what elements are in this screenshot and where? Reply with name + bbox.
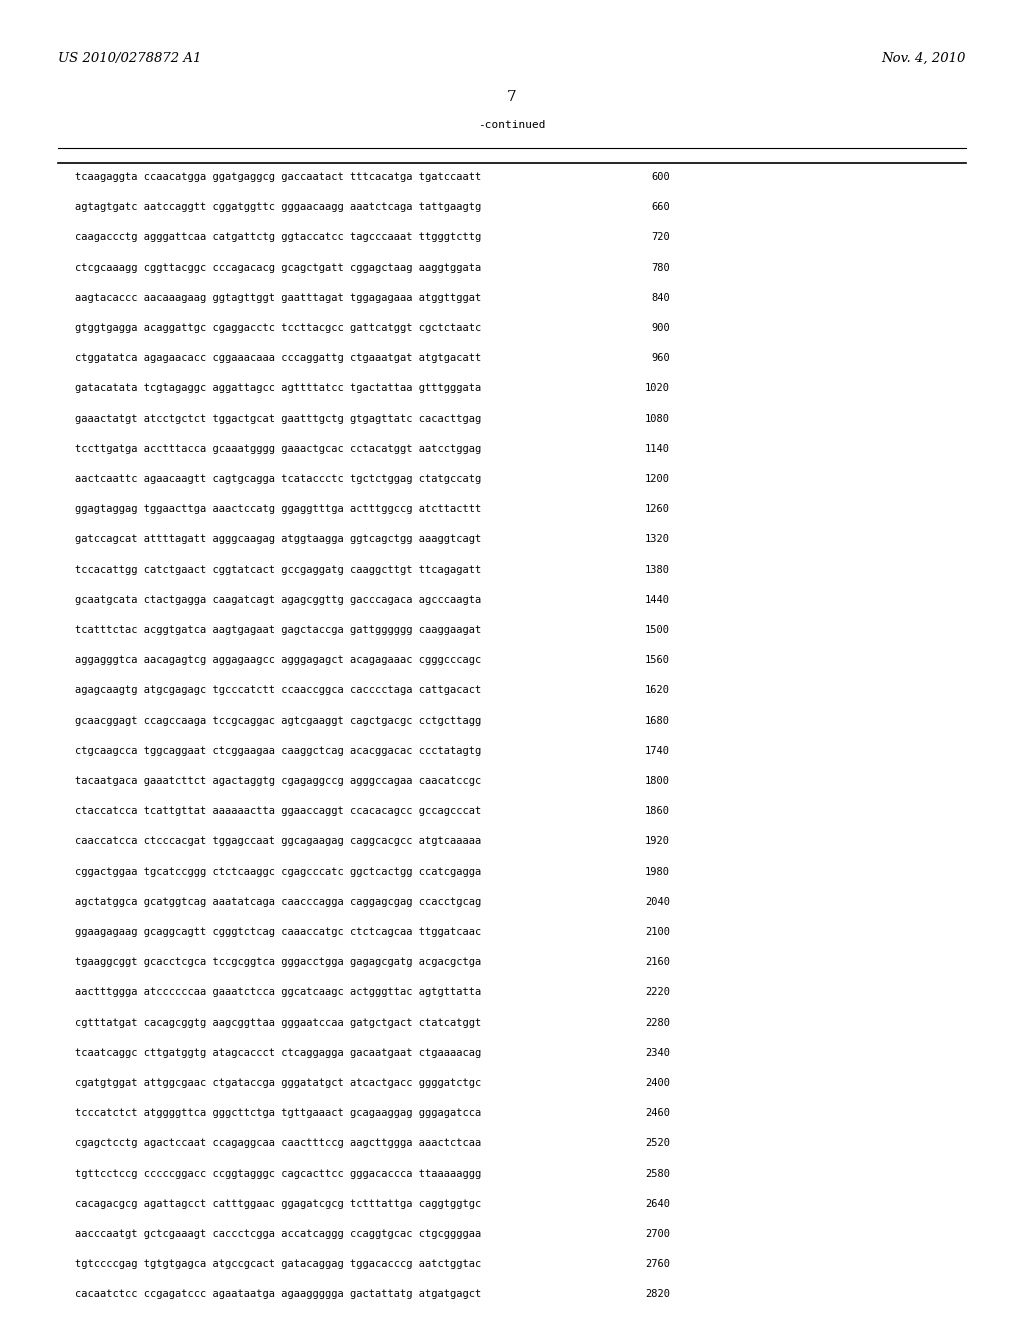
Text: aggagggtca aacagagtcg aggagaagcc agggagagct acagagaaac cgggcccagc: aggagggtca aacagagtcg aggagaagcc agggaga…	[75, 655, 481, 665]
Text: gatacatata tcgtagaggc aggattagcc agttttatcc tgactattaa gtttgggata: gatacatata tcgtagaggc aggattagcc agtttta…	[75, 383, 481, 393]
Text: 1740: 1740	[645, 746, 670, 756]
Text: 2520: 2520	[645, 1138, 670, 1148]
Text: 780: 780	[651, 263, 670, 273]
Text: 960: 960	[651, 354, 670, 363]
Text: aactttggga atccccccaa gaaatctcca ggcatcaagc actgggttac agtgttatta: aactttggga atccccccaa gaaatctcca ggcatca…	[75, 987, 481, 998]
Text: cgatgtggat attggcgaac ctgataccga gggatatgct atcactgacc ggggatctgc: cgatgtggat attggcgaac ctgataccga gggatat…	[75, 1078, 481, 1088]
Text: cacagacgcg agattagcct catttggaac ggagatcgcg tctttattga caggtggtgc: cacagacgcg agattagcct catttggaac ggagatc…	[75, 1199, 481, 1209]
Text: 1020: 1020	[645, 383, 670, 393]
Text: -continued: -continued	[478, 120, 546, 129]
Text: 1440: 1440	[645, 595, 670, 605]
Text: 2100: 2100	[645, 927, 670, 937]
Text: gaaactatgt atcctgctct tggactgcat gaatttgctg gtgagttatc cacacttgag: gaaactatgt atcctgctct tggactgcat gaatttg…	[75, 413, 481, 424]
Text: ctcgcaaagg cggttacggc cccagacacg gcagctgatt cggagctaag aaggtggata: ctcgcaaagg cggttacggc cccagacacg gcagctg…	[75, 263, 481, 273]
Text: 2340: 2340	[645, 1048, 670, 1057]
Text: 720: 720	[651, 232, 670, 243]
Text: aactcaattc agaacaagtt cagtgcagga tcataccctc tgctctggag ctatgccatg: aactcaattc agaacaagtt cagtgcagga tcatacc…	[75, 474, 481, 484]
Text: tcaagaggta ccaacatgga ggatgaggcg gaccaatact tttcacatga tgatccaatt: tcaagaggta ccaacatgga ggatgaggcg gaccaat…	[75, 172, 481, 182]
Text: tcatttctac acggtgatca aagtgagaat gagctaccga gattgggggg caaggaagat: tcatttctac acggtgatca aagtgagaat gagctac…	[75, 624, 481, 635]
Text: 7: 7	[507, 90, 517, 104]
Text: 1200: 1200	[645, 474, 670, 484]
Text: 1680: 1680	[645, 715, 670, 726]
Text: agctatggca gcatggtcag aaatatcaga caacccagga caggagcgag ccacctgcag: agctatggca gcatggtcag aaatatcaga caaccca…	[75, 896, 481, 907]
Text: 2640: 2640	[645, 1199, 670, 1209]
Text: ctgcaagcca tggcaggaat ctcggaagaa caaggctcag acacggacac ccctatagtg: ctgcaagcca tggcaggaat ctcggaagaa caaggct…	[75, 746, 481, 756]
Text: 1800: 1800	[645, 776, 670, 785]
Text: 2700: 2700	[645, 1229, 670, 1239]
Text: tcaatcaggc cttgatggtg atagcaccct ctcaggagga gacaatgaat ctgaaaacag: tcaatcaggc cttgatggtg atagcaccct ctcagga…	[75, 1048, 481, 1057]
Text: tccacattgg catctgaact cggtatcact gccgaggatg caaggcttgt ttcagagatt: tccacattgg catctgaact cggtatcact gccgagg…	[75, 565, 481, 574]
Text: agtagtgatc aatccaggtt cggatggttc gggaacaagg aaatctcaga tattgaagtg: agtagtgatc aatccaggtt cggatggttc gggaaca…	[75, 202, 481, 213]
Text: tacaatgaca gaaatcttct agactaggtg cgagaggccg agggccagaa caacatccgc: tacaatgaca gaaatcttct agactaggtg cgagagg…	[75, 776, 481, 785]
Text: aagtacaccc aacaaagaag ggtagttggt gaatttagat tggagagaaa atggttggat: aagtacaccc aacaaagaag ggtagttggt gaattta…	[75, 293, 481, 302]
Text: 2160: 2160	[645, 957, 670, 968]
Text: 1080: 1080	[645, 413, 670, 424]
Text: 1260: 1260	[645, 504, 670, 515]
Text: tgttcctccg cccccggacc ccggtagggc cagcacttcc gggacaccca ttaaaaaggg: tgttcctccg cccccggacc ccggtagggc cagcact…	[75, 1168, 481, 1179]
Text: cacaatctcc ccgagatccc agaataatga agaaggggga gactattatg atgatgagct: cacaatctcc ccgagatccc agaataatga agaaggg…	[75, 1290, 481, 1299]
Text: gatccagcat attttagatt agggcaagag atggtaagga ggtcagctgg aaaggtcagt: gatccagcat attttagatt agggcaagag atggtaa…	[75, 535, 481, 544]
Text: 1560: 1560	[645, 655, 670, 665]
Text: tgaaggcggt gcacctcgca tccgcggtca gggacctgga gagagcgatg acgacgctga: tgaaggcggt gcacctcgca tccgcggtca gggacct…	[75, 957, 481, 968]
Text: caagaccctg agggattcaa catgattctg ggtaccatcc tagcccaaat ttgggtcttg: caagaccctg agggattcaa catgattctg ggtacca…	[75, 232, 481, 243]
Text: 900: 900	[651, 323, 670, 333]
Text: 660: 660	[651, 202, 670, 213]
Text: 1320: 1320	[645, 535, 670, 544]
Text: 1620: 1620	[645, 685, 670, 696]
Text: 2220: 2220	[645, 987, 670, 998]
Text: 600: 600	[651, 172, 670, 182]
Text: gcaacggagt ccagccaaga tccgcaggac agtcgaaggt cagctgacgc cctgcttagg: gcaacggagt ccagccaaga tccgcaggac agtcgaa…	[75, 715, 481, 726]
Text: 2400: 2400	[645, 1078, 670, 1088]
Text: 1980: 1980	[645, 867, 670, 876]
Text: gtggtgagga acaggattgc cgaggacctc tccttacgcc gattcatggt cgctctaatc: gtggtgagga acaggattgc cgaggacctc tccttac…	[75, 323, 481, 333]
Text: 1920: 1920	[645, 837, 670, 846]
Text: gcaatgcata ctactgagga caagatcagt agagcggttg gacccagaca agcccaagta: gcaatgcata ctactgagga caagatcagt agagcgg…	[75, 595, 481, 605]
Text: ggaagagaag gcaggcagtt cgggtctcag caaaccatgc ctctcagcaa ttggatcaac: ggaagagaag gcaggcagtt cgggtctcag caaacca…	[75, 927, 481, 937]
Text: 1140: 1140	[645, 444, 670, 454]
Text: tcccatctct atggggttca gggcttctga tgttgaaact gcagaaggag gggagatcca: tcccatctct atggggttca gggcttctga tgttgaa…	[75, 1109, 481, 1118]
Text: tgtccccgag tgtgtgagca atgccgcact gatacaggag tggacacccg aatctggtac: tgtccccgag tgtgtgagca atgccgcact gatacag…	[75, 1259, 481, 1270]
Text: ctggatatca agagaacacc cggaaacaaa cccaggattg ctgaaatgat atgtgacatt: ctggatatca agagaacacc cggaaacaaa cccagga…	[75, 354, 481, 363]
Text: cgagctcctg agactccaat ccagaggcaa caactttccg aagcttggga aaactctcaa: cgagctcctg agactccaat ccagaggcaa caacttt…	[75, 1138, 481, 1148]
Text: 1380: 1380	[645, 565, 670, 574]
Text: aacccaatgt gctcgaaagt caccctcgga accatcaggg ccaggtgcac ctgcggggaa: aacccaatgt gctcgaaagt caccctcgga accatca…	[75, 1229, 481, 1239]
Text: 2580: 2580	[645, 1168, 670, 1179]
Text: US 2010/0278872 A1: US 2010/0278872 A1	[58, 51, 202, 65]
Text: 2460: 2460	[645, 1109, 670, 1118]
Text: 2040: 2040	[645, 896, 670, 907]
Text: agagcaagtg atgcgagagc tgcccatctt ccaaccggca cacccctaga cattgacact: agagcaagtg atgcgagagc tgcccatctt ccaaccg…	[75, 685, 481, 696]
Text: ggagtaggag tggaacttga aaactccatg ggaggtttga actttggccg atcttacttt: ggagtaggag tggaacttga aaactccatg ggaggtt…	[75, 504, 481, 515]
Text: tccttgatga acctttacca gcaaatgggg gaaactgcac cctacatggt aatcctggag: tccttgatga acctttacca gcaaatgggg gaaactg…	[75, 444, 481, 454]
Text: caaccatcca ctcccacgat tggagccaat ggcagaagag caggcacgcc atgtcaaaaa: caaccatcca ctcccacgat tggagccaat ggcagaa…	[75, 837, 481, 846]
Text: cggactggaa tgcatccggg ctctcaaggc cgagcccatc ggctcactgg ccatcgagga: cggactggaa tgcatccggg ctctcaaggc cgagccc…	[75, 867, 481, 876]
Text: 2820: 2820	[645, 1290, 670, 1299]
Text: 2760: 2760	[645, 1259, 670, 1270]
Text: 1860: 1860	[645, 807, 670, 816]
Text: cgtttatgat cacagcggtg aagcggttaa gggaatccaa gatgctgact ctatcatggt: cgtttatgat cacagcggtg aagcggttaa gggaatc…	[75, 1018, 481, 1027]
Text: ctaccatcca tcattgttat aaaaaactta ggaaccaggt ccacacagcc gccagcccat: ctaccatcca tcattgttat aaaaaactta ggaacca…	[75, 807, 481, 816]
Text: 1500: 1500	[645, 624, 670, 635]
Text: Nov. 4, 2010: Nov. 4, 2010	[882, 51, 966, 65]
Text: 2280: 2280	[645, 1018, 670, 1027]
Text: 840: 840	[651, 293, 670, 302]
